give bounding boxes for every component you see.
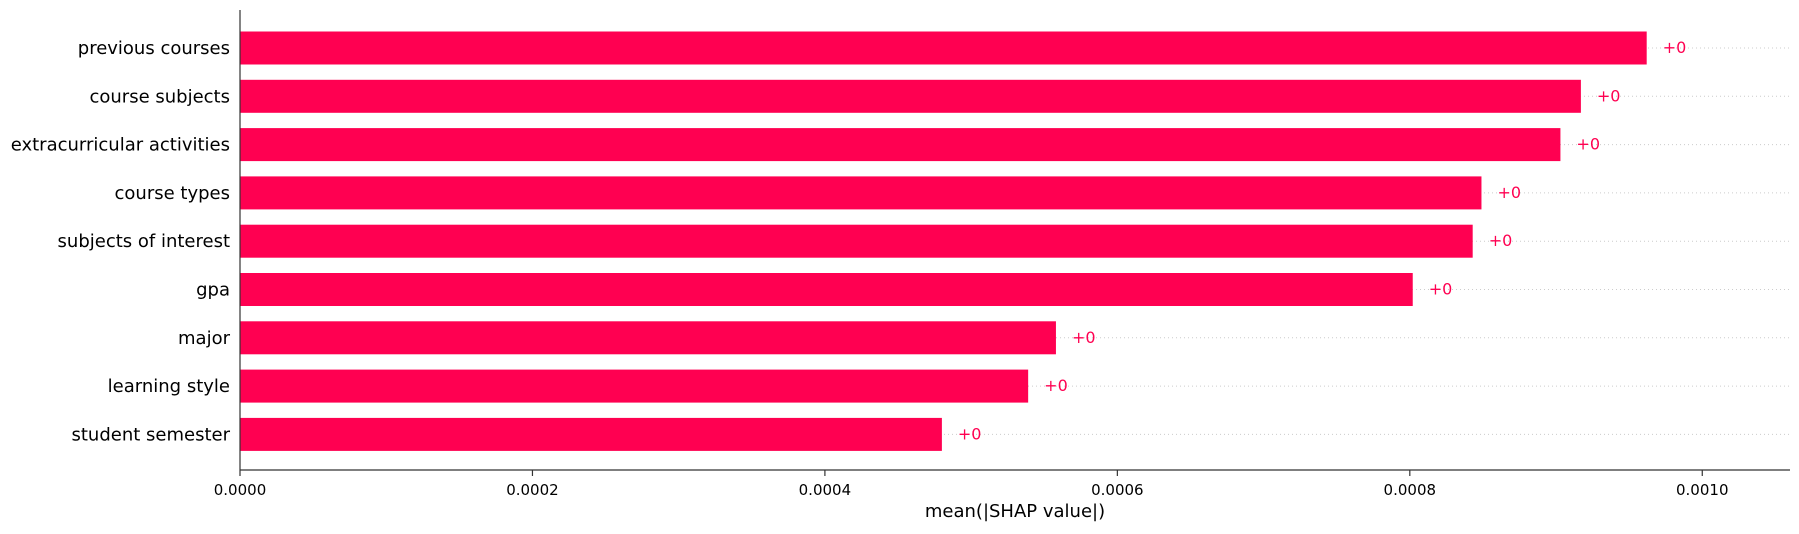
x-tick-label: 0.0002 bbox=[506, 481, 559, 499]
bar-major bbox=[240, 321, 1056, 355]
category-label: student semester bbox=[71, 424, 230, 445]
x-tick-label: 0.0004 bbox=[799, 481, 852, 499]
x-tick-label: 0.0006 bbox=[1091, 481, 1144, 499]
bar-data-label: +0 bbox=[958, 424, 982, 443]
bar-data-label: +0 bbox=[1576, 135, 1600, 154]
bar-course-subjects bbox=[240, 79, 1581, 113]
bar-data-label: +0 bbox=[1663, 38, 1687, 57]
bar-student-semester bbox=[240, 417, 942, 451]
x-tick-label: 0.0008 bbox=[1384, 481, 1437, 499]
x-tick-label: 0.0010 bbox=[1676, 481, 1729, 499]
category-label: course subjects bbox=[89, 86, 230, 107]
category-label: subjects of interest bbox=[58, 231, 230, 252]
x-tick-label: 0.0000 bbox=[214, 481, 267, 499]
bars-layer bbox=[240, 31, 1647, 451]
labels-layer: previous courses +0 course subjects +0 extra… bbox=[11, 38, 1687, 445]
x-axis-title: mean(|SHAP value|) bbox=[925, 501, 1105, 522]
bar-data-label: +0 bbox=[1597, 86, 1621, 105]
bar-extracurricular-activities bbox=[240, 128, 1561, 162]
bar-data-label: +0 bbox=[1072, 328, 1096, 347]
bar-subjects-of-interest bbox=[240, 224, 1473, 258]
bar-gpa bbox=[240, 273, 1413, 306]
bar-learning-style bbox=[240, 369, 1029, 403]
bar-data-label: +0 bbox=[1429, 280, 1453, 299]
category-label: course types bbox=[115, 183, 230, 204]
bar-data-label: +0 bbox=[1497, 183, 1521, 202]
category-label: previous courses bbox=[78, 38, 230, 59]
bar-course-types bbox=[240, 176, 1482, 210]
category-label: extracurricular activities bbox=[11, 135, 230, 156]
category-label: learning style bbox=[108, 376, 230, 397]
bar-previous-courses bbox=[240, 31, 1647, 65]
category-label: gpa bbox=[196, 280, 230, 301]
category-label: major bbox=[178, 328, 231, 349]
bar-data-label: +0 bbox=[1489, 231, 1513, 250]
bar-data-label: +0 bbox=[1044, 376, 1068, 395]
axes-layer: 0.0000 0.0002 0.0004 0.0006 0.0008 0.0010 bbox=[214, 10, 1790, 499]
